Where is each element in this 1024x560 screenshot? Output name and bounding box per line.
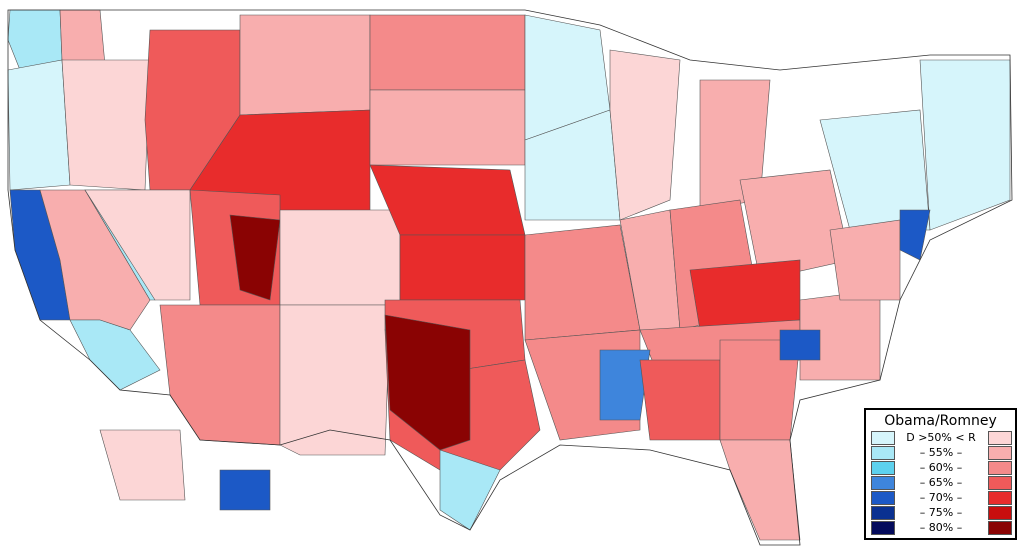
missouri [524, 224, 641, 341]
wisconsin [609, 49, 681, 221]
hawaii [219, 469, 271, 511]
legend-swatch-dem [871, 506, 895, 520]
legend-row: – 60% – [866, 460, 1015, 475]
legend-label: – 60% – [919, 461, 963, 474]
legend-row: – 55% – [866, 445, 1015, 460]
legend-swatch-dem [871, 491, 895, 505]
colorado [279, 209, 401, 306]
washington-west [7, 9, 63, 71]
legend-swatch-rep [988, 431, 1012, 445]
kentucky [689, 259, 801, 331]
legend-swatch-dem [871, 461, 895, 475]
legend-swatch-dem [871, 521, 895, 535]
virginia [829, 219, 901, 301]
legend-row: – 65% – [866, 475, 1015, 490]
legend-swatch-rep [988, 446, 1012, 460]
legend-label: – 65% – [919, 476, 963, 489]
legend-swatch-dem [871, 446, 895, 460]
north-dakota [369, 14, 526, 91]
montana [239, 14, 371, 116]
alabama [639, 359, 721, 441]
legend-swatch-rep [988, 461, 1012, 475]
utah-central [229, 214, 281, 301]
carolina-blue [779, 329, 821, 361]
south-dakota [369, 89, 526, 166]
legend-row: – 75% – [866, 505, 1015, 520]
legend-swatch-rep [988, 491, 1012, 505]
texas-panhandle [384, 314, 471, 451]
us-outline [7, 9, 1013, 546]
legend: Obama/Romney D >50% < R – 55% – – 60% – – 6… [864, 408, 1017, 540]
alaska [99, 429, 186, 501]
new-mexico [279, 304, 391, 456]
legend-label: – 75% – [919, 506, 963, 519]
kansas [399, 234, 526, 301]
legend-swatch-rep [988, 521, 1012, 535]
legend-rows: D >50% < R – 55% – – 60% – – 65% – – 70% – – … [866, 430, 1015, 535]
oregon-east [61, 59, 151, 191]
arizona [159, 304, 281, 446]
legend-swatch-dem [871, 431, 895, 445]
legend-label: – 55% – [919, 446, 963, 459]
legend-swatch-rep [988, 476, 1012, 490]
new-england [919, 59, 1011, 231]
mississippi-delta [599, 349, 651, 421]
country-outline [7, 9, 1013, 546]
legend-row: – 80% – [866, 520, 1015, 535]
legend-title: Obama/Romney [884, 413, 997, 429]
district-regions [7, 9, 1011, 541]
florida [719, 439, 801, 541]
legend-label: – 80% – [919, 521, 963, 534]
nevada [84, 189, 191, 301]
legend-label: D >50% < R [906, 431, 976, 444]
oregon-west [7, 59, 71, 191]
washington-east [59, 9, 106, 66]
legend-swatch-rep [988, 506, 1012, 520]
legend-label: – 70% – [919, 491, 963, 504]
legend-row: – 70% – [866, 490, 1015, 505]
legend-row: D >50% < R [866, 430, 1015, 445]
legend-swatch-dem [871, 476, 895, 490]
nyc-nj [899, 209, 931, 261]
